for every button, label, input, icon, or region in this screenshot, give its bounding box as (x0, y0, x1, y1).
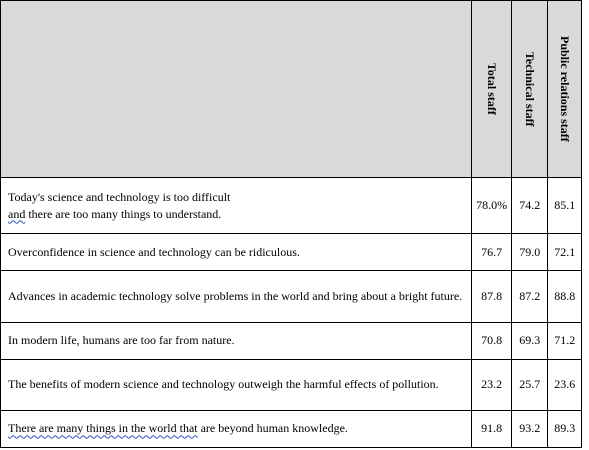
statement-cell: There are many things in the world that … (0, 409, 473, 449)
total-staff-value: 23.2 (471, 358, 512, 411)
table-row: In modern life, humans are too far from … (0, 321, 582, 360)
header-total-staff-label: Total staff (485, 63, 500, 115)
total-staff-value: 70.8 (471, 321, 512, 360)
technical-staff-value: 93.2 (510, 409, 549, 449)
statement-line-2-rest: there are too many things to understand. (25, 206, 222, 221)
header-total-staff: Total staff (471, 0, 512, 178)
header-technical-staff: Technical staff (510, 0, 549, 178)
table-row: Today's science and technology is too di… (0, 176, 582, 235)
public-relations-staff-value: 88.8 (547, 270, 582, 323)
statement-underlined-part: There are many things in the world that (8, 421, 198, 436)
technical-staff-value: 69.3 (510, 321, 549, 360)
statement-line-1: Today's science and technology is too di… (8, 189, 231, 204)
total-staff-value: 76.7 (471, 233, 512, 272)
total-staff-value: 91.8 (471, 409, 512, 449)
table-row: There are many things in the world that … (0, 409, 582, 449)
total-staff-value: 87.8 (471, 270, 512, 323)
header-statement-cell (0, 0, 473, 178)
technical-staff-value: 87.2 (510, 270, 549, 323)
header-row: Total staff Technical staff Public relat… (0, 0, 582, 178)
public-relations-staff-value: 85.1 (547, 176, 582, 235)
technical-staff-value: 79.0 (510, 233, 549, 272)
public-relations-staff-value: 89.3 (547, 409, 582, 449)
table-row: The benefits of modern science and techn… (0, 358, 582, 411)
public-relations-staff-value: 71.2 (547, 321, 582, 360)
header-technical-staff-label: Technical staff (523, 51, 538, 127)
statement-cell: Today's science and technology is too di… (0, 176, 473, 235)
technical-staff-value: 74.2 (510, 176, 549, 235)
statement-cell: Advances in academic technology solve pr… (0, 270, 473, 323)
header-public-relations-staff: Public relations staff (547, 0, 582, 178)
table-row: Advances in academic technology solve pr… (0, 270, 582, 323)
statement-rest: are beyond human knowledge. (197, 421, 348, 436)
statement-cell: Overconfidence in science and technology… (0, 233, 473, 272)
header-public-relations-staff-label: Public relations staff (558, 36, 573, 142)
table-row: Overconfidence in science and technology… (0, 233, 582, 272)
public-relations-staff-value: 23.6 (547, 358, 582, 411)
public-relations-staff-value: 72.1 (547, 233, 582, 272)
statement-line-2-prefix: and (8, 206, 26, 221)
technical-staff-value: 25.7 (510, 358, 549, 411)
statement-cell: The benefits of modern science and techn… (0, 358, 473, 411)
total-staff-value: 78.0% (471, 176, 512, 235)
statement-cell: In modern life, humans are too far from … (0, 321, 473, 360)
